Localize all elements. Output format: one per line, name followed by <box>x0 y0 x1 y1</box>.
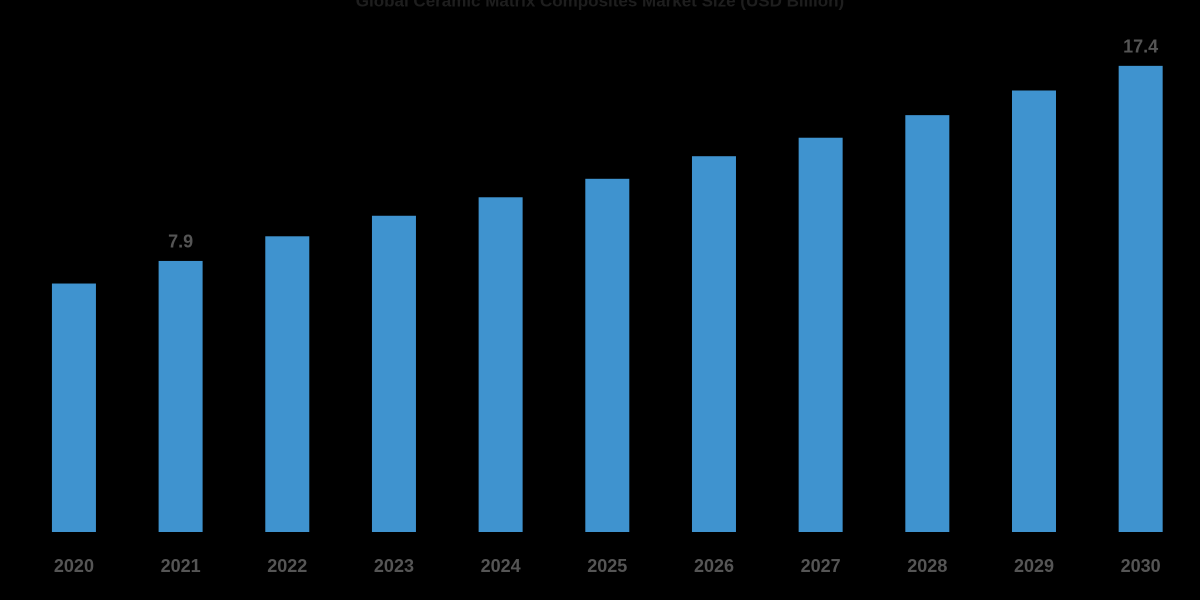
bar <box>585 178 630 533</box>
bar <box>1118 65 1163 533</box>
x-tick-label: 2026 <box>694 556 734 576</box>
x-tick-label: 2029 <box>1014 556 1054 576</box>
bar <box>1011 90 1056 533</box>
x-tick-label: 2025 <box>587 556 627 576</box>
bar <box>691 156 736 532</box>
x-tick-label: 2022 <box>267 556 307 576</box>
x-tick-label: 2024 <box>481 556 521 576</box>
x-tick-label: 2021 <box>161 556 201 576</box>
data-label: 7.9 <box>168 232 193 252</box>
bar <box>798 137 843 532</box>
x-tick-label: 2023 <box>374 556 414 576</box>
x-tick-label: 2030 <box>1121 556 1161 576</box>
data-label: 17.4 <box>1123 37 1158 57</box>
bar <box>478 197 523 532</box>
bar <box>158 260 203 532</box>
bar <box>371 215 416 532</box>
chart-title: Global Ceramic Matrix Composites Market … <box>356 0 844 10</box>
bar <box>265 236 310 532</box>
x-tick-label: 2028 <box>907 556 947 576</box>
bar <box>905 115 950 532</box>
x-tick-label: 2020 <box>54 556 94 576</box>
x-tick-label: 2027 <box>801 556 841 576</box>
bar <box>51 283 96 532</box>
